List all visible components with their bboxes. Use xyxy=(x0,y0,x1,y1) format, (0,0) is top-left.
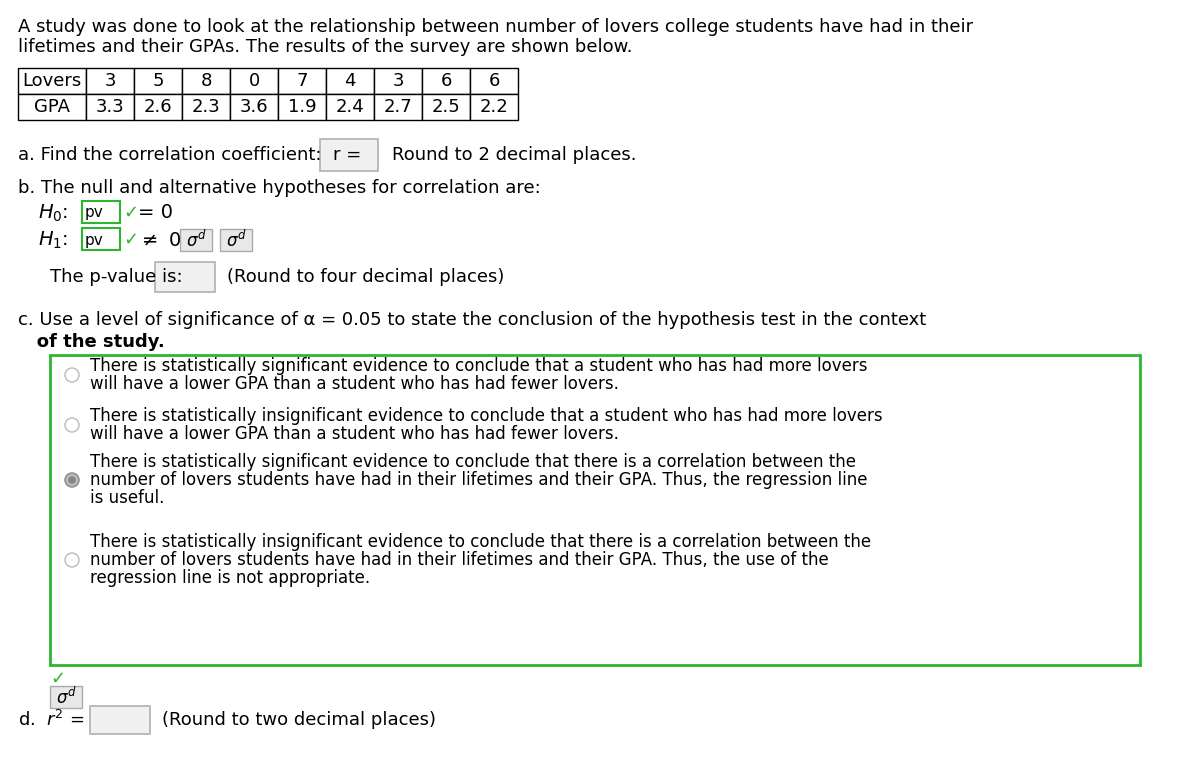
Text: 7: 7 xyxy=(296,72,307,90)
Text: $\neq$ 0: $\neq$ 0 xyxy=(138,230,181,249)
Bar xyxy=(82,201,120,223)
Text: (Round to two decimal places): (Round to two decimal places) xyxy=(162,711,436,729)
Text: There is statistically significant evidence to conclude that a student who has h: There is statistically significant evide… xyxy=(90,357,868,375)
Text: lifetimes and their GPAs. The results of the survey are shown below.: lifetimes and their GPAs. The results of… xyxy=(18,38,632,56)
Text: a. Find the correlation coefficient:  r =: a. Find the correlation coefficient: r = xyxy=(18,146,361,164)
Bar xyxy=(134,94,182,120)
Circle shape xyxy=(65,473,79,487)
Text: 8: 8 xyxy=(200,72,211,90)
Bar xyxy=(86,68,134,94)
Text: There is statistically significant evidence to conclude that there is a correlat: There is statistically significant evide… xyxy=(90,453,856,471)
Text: 2.2: 2.2 xyxy=(480,98,509,116)
Text: ✓: ✓ xyxy=(50,670,65,688)
Bar xyxy=(155,262,215,292)
Bar xyxy=(18,68,86,94)
Bar xyxy=(320,139,378,171)
Text: There is statistically insignificant evidence to conclude that there is a correl: There is statistically insignificant evi… xyxy=(90,533,871,551)
Bar xyxy=(220,229,252,251)
Bar xyxy=(50,355,1140,665)
Bar xyxy=(182,94,230,120)
Text: Round to 2 decimal places.: Round to 2 decimal places. xyxy=(392,146,636,164)
Text: 2.4: 2.4 xyxy=(336,98,365,116)
Text: 2.7: 2.7 xyxy=(384,98,413,116)
Text: (Round to four decimal places): (Round to four decimal places) xyxy=(227,268,504,286)
Text: ✓: ✓ xyxy=(124,231,138,249)
Bar xyxy=(134,68,182,94)
Bar xyxy=(326,94,374,120)
Bar xyxy=(278,94,326,120)
Text: number of lovers students have had in their lifetimes and their GPA. Thus, the r: number of lovers students have had in th… xyxy=(90,471,868,489)
Bar xyxy=(50,686,82,708)
Bar xyxy=(470,94,518,120)
Text: will have a lower GPA than a student who has had fewer lovers.: will have a lower GPA than a student who… xyxy=(90,425,619,443)
Text: 3: 3 xyxy=(104,72,115,90)
Text: $\sigma^d$: $\sigma^d$ xyxy=(226,229,246,251)
Bar xyxy=(18,94,86,120)
Text: ✓: ✓ xyxy=(124,204,138,222)
Text: b. The null and alternative hypotheses for correlation are:: b. The null and alternative hypotheses f… xyxy=(18,179,541,197)
Bar xyxy=(422,68,470,94)
Text: 2.5: 2.5 xyxy=(432,98,461,116)
Text: = 0: = 0 xyxy=(138,203,173,223)
Text: $H_1$:: $H_1$: xyxy=(38,229,71,251)
Bar xyxy=(82,228,120,250)
Text: c. Use a level of significance of α = 0.05 to state the conclusion of the hypoth: c. Use a level of significance of α = 0.… xyxy=(18,311,926,329)
Text: 2.3: 2.3 xyxy=(192,98,221,116)
Text: pv: pv xyxy=(85,232,103,248)
Text: will have a lower GPA than a student who has had fewer lovers.: will have a lower GPA than a student who… xyxy=(90,375,619,393)
Text: is useful.: is useful. xyxy=(90,489,164,507)
Bar xyxy=(230,94,278,120)
Text: of the study.: of the study. xyxy=(18,333,164,351)
Bar xyxy=(374,94,422,120)
Text: d.  $r^2$ =: d. $r^2$ = xyxy=(18,710,84,730)
Text: 3: 3 xyxy=(392,72,403,90)
Text: 6: 6 xyxy=(440,72,451,90)
Bar xyxy=(180,229,212,251)
Text: The p-value is:: The p-value is: xyxy=(50,268,182,286)
Bar xyxy=(326,68,374,94)
Text: 6: 6 xyxy=(488,72,499,90)
Bar xyxy=(90,706,150,734)
Bar xyxy=(278,68,326,94)
Text: 5: 5 xyxy=(152,72,163,90)
Text: $\sigma^d$: $\sigma^d$ xyxy=(55,687,77,708)
Text: pv: pv xyxy=(85,206,103,220)
Circle shape xyxy=(65,368,79,382)
Text: 4: 4 xyxy=(344,72,355,90)
Text: 3.6: 3.6 xyxy=(240,98,269,116)
Text: regression line is not appropriate.: regression line is not appropriate. xyxy=(90,569,370,587)
Circle shape xyxy=(65,553,79,567)
Text: A study was done to look at the relationship between number of lovers college st: A study was done to look at the relation… xyxy=(18,18,973,36)
Text: Lovers: Lovers xyxy=(23,72,82,90)
Text: There is statistically insignificant evidence to conclude that a student who has: There is statistically insignificant evi… xyxy=(90,407,883,425)
Text: 3.3: 3.3 xyxy=(96,98,125,116)
Text: GPA: GPA xyxy=(34,98,70,116)
Text: $H_0$:: $H_0$: xyxy=(38,203,71,224)
Text: 2.6: 2.6 xyxy=(144,98,173,116)
Bar xyxy=(470,68,518,94)
Text: number of lovers students have had in their lifetimes and their GPA. Thus, the u: number of lovers students have had in th… xyxy=(90,551,829,569)
Text: 0: 0 xyxy=(248,72,259,90)
Bar xyxy=(230,68,278,94)
Text: $\sigma^d$: $\sigma^d$ xyxy=(186,229,206,251)
Text: 1.9: 1.9 xyxy=(288,98,317,116)
Bar xyxy=(182,68,230,94)
Bar xyxy=(86,94,134,120)
Circle shape xyxy=(68,476,76,484)
Bar xyxy=(422,94,470,120)
Circle shape xyxy=(65,418,79,432)
Bar xyxy=(374,68,422,94)
